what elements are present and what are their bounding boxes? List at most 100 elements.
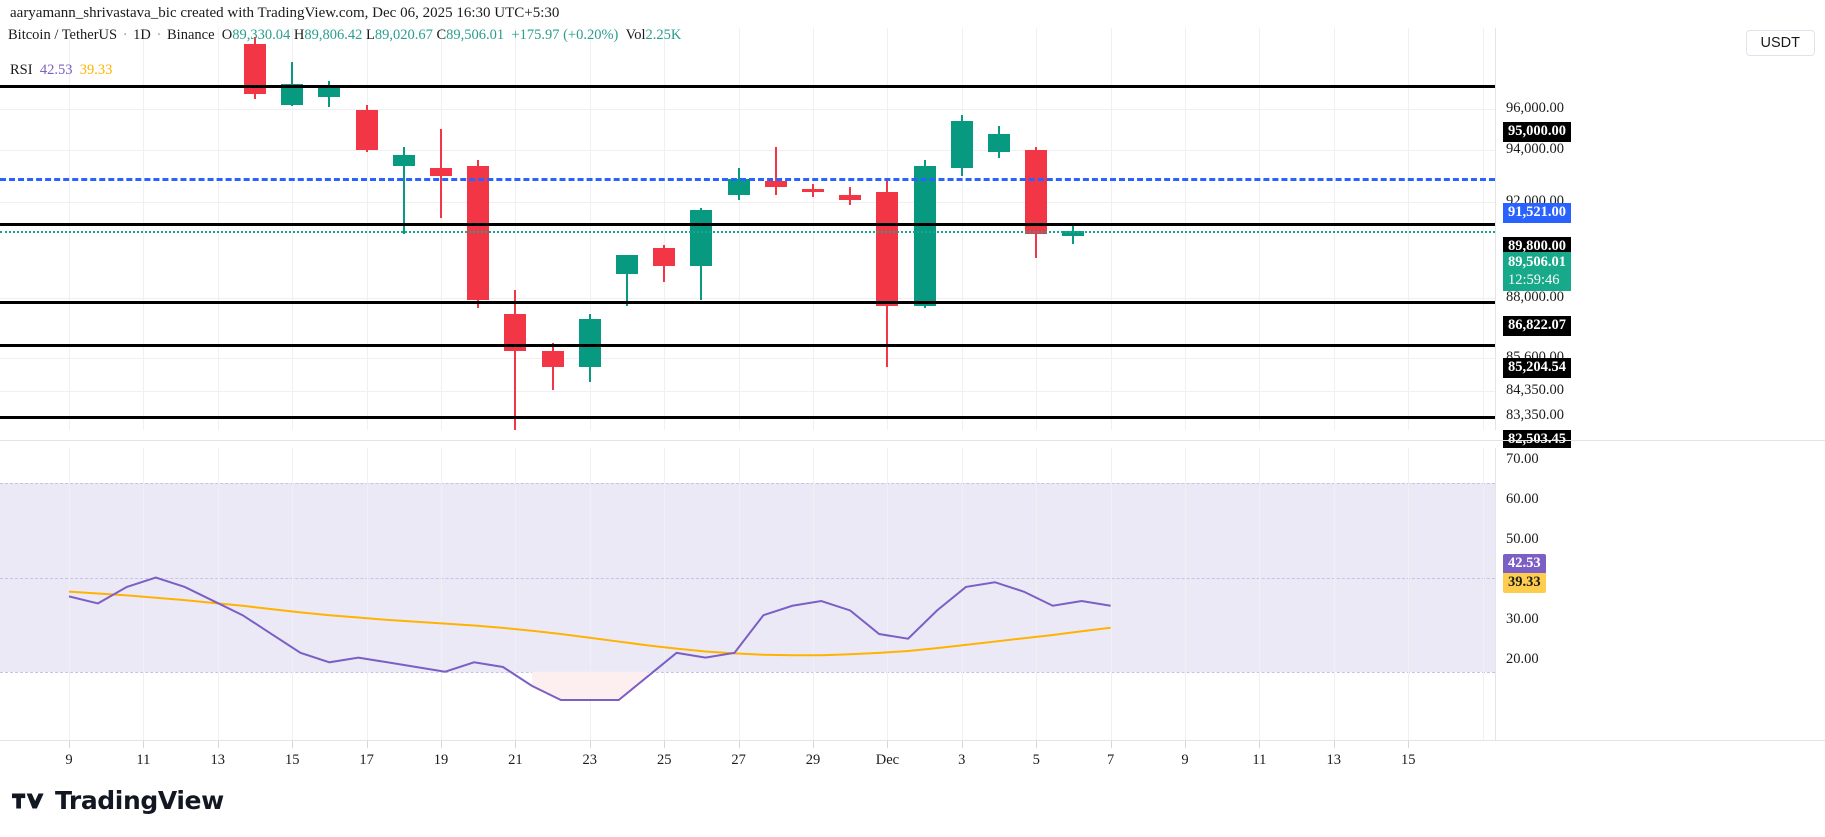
candle-wick	[774, 147, 777, 195]
grid-line-horizontal	[0, 358, 1495, 359]
legend-high-value: 89,806.42	[304, 27, 363, 43]
time-axis-label: 15	[1400, 752, 1416, 768]
rsi-band-fill	[0, 483, 1495, 672]
legend-high-label: H	[293, 27, 305, 43]
grid-line-vertical	[515, 28, 517, 430]
time-axis-label: 15	[284, 752, 300, 768]
grid-line-vertical	[961, 28, 963, 430]
time-axis-label: 7	[1106, 752, 1115, 768]
chart-legend[interactable]: Bitcoin / TetherUS · 1D · Binance O89,33…	[8, 27, 682, 43]
time-axis-tick	[813, 741, 814, 748]
time-axis-label: 11	[136, 752, 151, 768]
rsi-legend-name[interactable]: RSI	[10, 62, 33, 78]
horizontal-level-line[interactable]	[0, 222, 1495, 226]
legend-interval[interactable]: 1D	[133, 27, 151, 43]
time-axis-label: 9	[1181, 752, 1189, 768]
price-axis-tick-label: 96,000.00	[1506, 100, 1564, 116]
price-axis-level-pill[interactable]: 85,204.54	[1503, 358, 1571, 378]
grid-line-vertical	[1110, 28, 1112, 430]
tradingview-wordmark: TradingView	[55, 786, 224, 815]
bar-countdown-timer: 12:59:46	[1508, 272, 1560, 289]
rsi-axis[interactable]: 70.00 60.00 50.00 30.00 20.00 42.53 39.33	[1495, 448, 1825, 740]
time-axis-label: 11	[1252, 752, 1267, 768]
candle-wick	[551, 342, 554, 391]
tradingview-logo[interactable]: TradingView	[12, 786, 224, 815]
price-axis[interactable]: USDT 96,000.00 94,000.00 92,000.00 88,000.0…	[1495, 28, 1825, 450]
currency-chip[interactable]: USDT	[1745, 30, 1815, 56]
horizontal-level-line[interactable]	[0, 85, 1495, 89]
time-axis-label: 5	[1032, 752, 1040, 768]
legend-exchange[interactable]: Binance	[167, 27, 215, 43]
price-axis-level-pill[interactable]: 89,800.00	[1503, 237, 1571, 257]
time-axis-tick	[1036, 741, 1038, 748]
time-axis-label: 23	[582, 752, 598, 768]
grid-line-vertical	[1185, 28, 1186, 430]
grid-line-horizontal	[0, 391, 1495, 392]
rsi-axis-value-pill[interactable]: 39.33	[1503, 573, 1546, 593]
grid-line-vertical	[441, 448, 442, 740]
rsi-axis-tick-label: 30.00	[1506, 611, 1539, 627]
time-axis-tick	[961, 741, 963, 748]
time-axis-label: 19	[433, 752, 449, 768]
grid-line-vertical	[515, 448, 517, 740]
rsi-ma-line	[68, 590, 1111, 657]
time-axis-tick	[292, 741, 294, 748]
time-axis-tick	[1408, 741, 1410, 748]
grid-line-vertical	[589, 28, 591, 430]
grid-line-vertical	[217, 448, 219, 740]
legend-symbol[interactable]: Bitcoin / TetherUS	[8, 27, 118, 43]
grid-line-vertical	[1333, 28, 1335, 430]
time-axis-label: 3	[958, 752, 966, 768]
horizontal-level-line[interactable]	[0, 415, 1495, 419]
rsi-series-svg	[68, 576, 1111, 701]
time-axis-tick	[69, 741, 70, 748]
grid-line-vertical	[366, 448, 368, 740]
time-axis-tick	[589, 741, 591, 748]
grid-line-vertical	[1408, 448, 1410, 740]
price-axis-level-pill[interactable]: 91,521.00	[1503, 203, 1571, 223]
grid-line-vertical	[1185, 448, 1186, 740]
grid-line-vertical	[738, 448, 740, 740]
rsi-axis-tick-label: 70.00	[1506, 451, 1539, 467]
grid-line-vertical	[813, 28, 814, 430]
horizontal-level-line-dashed[interactable]	[0, 178, 1495, 182]
grid-line-vertical	[143, 28, 145, 430]
legend-low-value: 89,020.67	[374, 27, 433, 43]
grid-line-vertical	[217, 28, 219, 430]
grid-line-vertical	[1110, 448, 1112, 740]
rsi-axis-tick-label: 20.00	[1506, 651, 1539, 667]
time-axis-label: 17	[359, 752, 374, 768]
rsi-legend[interactable]: RSI 42.53 39.33	[10, 62, 112, 79]
time-axis-tick	[143, 741, 145, 748]
grid-line-vertical	[292, 448, 294, 740]
candle-wick	[402, 147, 405, 235]
price-axis-level-pill[interactable]: 82,503.45	[1503, 430, 1571, 450]
price-chart-pane[interactable]	[0, 28, 1495, 430]
grid-line-vertical	[1333, 448, 1335, 740]
candle-body	[504, 313, 527, 351]
price-axis-level-pill[interactable]: 95,000.00	[1503, 122, 1571, 142]
candle-body	[541, 350, 564, 367]
price-axis-tick-label: 84,350.00	[1506, 382, 1564, 398]
time-axis-label: 13	[210, 752, 226, 768]
rsi-threshold-line	[0, 671, 1495, 673]
grid-line-vertical	[1482, 28, 1484, 430]
rsi-axis-value-pill[interactable]: 42.53	[1503, 554, 1546, 574]
legend-open-value: 89,330.04	[232, 27, 291, 43]
candle-body	[913, 165, 936, 306]
rsi-pane[interactable]	[0, 448, 1495, 740]
candle-body	[802, 189, 824, 192]
time-axis[interactable]: 9 11 13 15 17 19 21 23 25 27 29 Dec 3 5 7 9 11 13 15	[0, 740, 1825, 778]
price-axis-level-pill[interactable]: 86,822.07	[1503, 316, 1571, 336]
price-axis-tick-label: 88,000.00	[1506, 289, 1564, 305]
attribution-text: aaryamann_shrivastava_bic created with T…	[10, 5, 560, 21]
candle-wick	[514, 289, 517, 430]
last-price-pill[interactable]: 89,506.01 12:59:46	[1503, 252, 1571, 292]
horizontal-level-line[interactable]	[0, 344, 1495, 348]
candle-body	[318, 86, 341, 97]
candle-body	[244, 43, 266, 95]
time-axis-tick	[887, 741, 889, 748]
grid-line-horizontal	[0, 150, 1495, 151]
horizontal-level-line[interactable]	[0, 301, 1495, 305]
time-axis-label: Dec	[875, 752, 900, 768]
